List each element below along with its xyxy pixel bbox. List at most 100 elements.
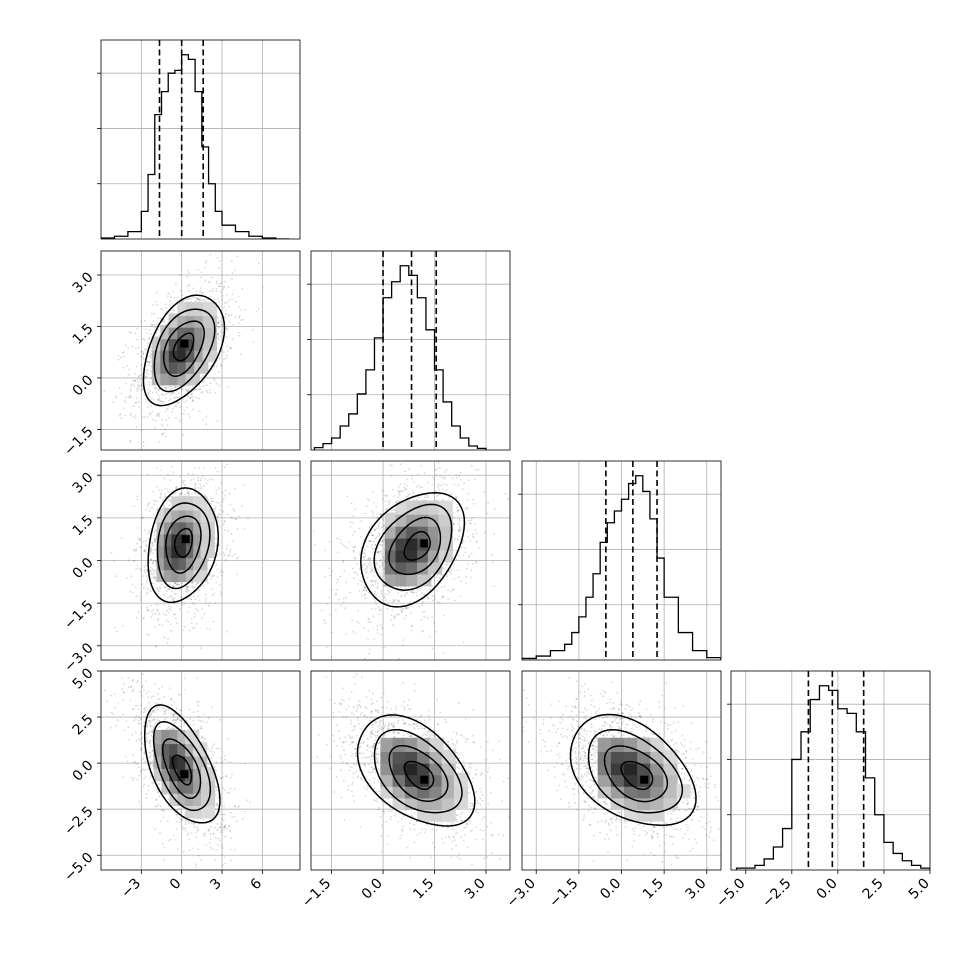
- sample-point: [431, 595, 434, 597]
- sample-point: [171, 597, 173, 599]
- sample-point: [200, 485, 203, 488]
- sample-point: [209, 295, 212, 298]
- sample-point: [173, 613, 176, 616]
- sample-point: [221, 295, 224, 297]
- sample-point: [118, 415, 121, 417]
- sample-point: [195, 583, 198, 586]
- sample-point: [337, 578, 339, 581]
- sample-point: [191, 399, 194, 401]
- sample-point: [186, 586, 188, 589]
- sample-point: [465, 506, 468, 509]
- sample-point: [421, 591, 423, 594]
- sample-point: [144, 549, 147, 552]
- sample-point: [150, 604, 152, 607]
- sample-point: [143, 711, 145, 714]
- sample-point: [148, 530, 150, 532]
- sample-point: [154, 805, 157, 808]
- sample-point: [154, 799, 157, 801]
- sample-point: [167, 405, 170, 408]
- sample-point: [221, 325, 224, 327]
- sample-point: [438, 576, 441, 579]
- sample-point: [370, 584, 373, 587]
- sample-point: [174, 492, 177, 495]
- sample-point: [127, 686, 130, 688]
- sample-point: [183, 409, 185, 412]
- sample-point: [168, 588, 170, 590]
- sample-point: [364, 568, 367, 570]
- sample-point: [154, 548, 157, 551]
- sample-point: [218, 487, 220, 490]
- sample-point: [140, 743, 142, 746]
- sample-point: [224, 466, 226, 469]
- sample-point: [159, 492, 162, 494]
- sample-point: [211, 276, 214, 279]
- sample-point: [363, 586, 366, 589]
- sample-point: [456, 538, 459, 541]
- sample-point: [207, 754, 210, 756]
- sample-point: [150, 397, 153, 400]
- sample-point: [365, 589, 367, 592]
- sample-point: [191, 399, 194, 402]
- sample-point: [467, 562, 469, 565]
- sample-point: [457, 529, 460, 532]
- sample-point: [376, 516, 379, 519]
- sample-point: [230, 516, 233, 519]
- sample-point: [198, 397, 200, 400]
- sample-point: [209, 389, 211, 391]
- sample-point: [194, 296, 196, 299]
- sample-point: [371, 534, 374, 536]
- sample-point: [443, 585, 446, 588]
- sample-point: [164, 586, 167, 589]
- sample-point: [217, 554, 219, 557]
- sample-point: [217, 322, 220, 324]
- sample-point: [205, 415, 208, 418]
- density-cell: [417, 512, 432, 527]
- sample-point: [366, 567, 369, 569]
- density-cell: [406, 524, 421, 539]
- sample-point: [346, 495, 349, 498]
- sample-point: [369, 557, 372, 559]
- sample-point: [162, 320, 164, 323]
- density-cell: [200, 508, 215, 523]
- sample-point: [134, 332, 137, 335]
- sample-point: [134, 379, 136, 382]
- sample-point: [168, 417, 170, 419]
- sample-point: [214, 506, 217, 508]
- sample-point: [165, 410, 168, 413]
- sample-point: [420, 587, 423, 589]
- sample-point: [190, 618, 193, 620]
- sample-point: [147, 609, 149, 612]
- sample-point: [205, 423, 207, 426]
- sample-point: [145, 508, 148, 511]
- sample-point: [215, 489, 218, 492]
- sample-point: [153, 312, 156, 315]
- sample-point: [384, 596, 386, 599]
- histogram-2: [522, 461, 721, 660]
- sample-point: [231, 555, 234, 558]
- sample-point: [375, 527, 378, 530]
- sample-point: [203, 494, 206, 497]
- sample-point: [219, 320, 221, 322]
- sample-point: [372, 568, 374, 571]
- sample-point: [209, 846, 212, 849]
- sample-point: [238, 322, 240, 325]
- sample-point: [219, 591, 222, 593]
- sample-point: [366, 505, 368, 507]
- sample-point: [200, 299, 203, 302]
- sample-point: [163, 505, 165, 508]
- density-cell: [406, 572, 421, 587]
- sample-point: [455, 495, 457, 498]
- y-tick-label: −1.5: [61, 597, 96, 632]
- panel-frame: [310, 460, 511, 661]
- sample-point: [189, 416, 191, 419]
- sample-point: [117, 358, 120, 361]
- sample-point: [207, 582, 209, 585]
- sample-point: [359, 579, 361, 582]
- sample-point: [215, 563, 218, 566]
- sample-point: [143, 549, 146, 551]
- sample-point: [164, 793, 167, 796]
- sample-point: [213, 365, 215, 368]
- sample-point: [167, 589, 169, 591]
- sample-point: [165, 407, 168, 410]
- sample-point: [199, 385, 201, 388]
